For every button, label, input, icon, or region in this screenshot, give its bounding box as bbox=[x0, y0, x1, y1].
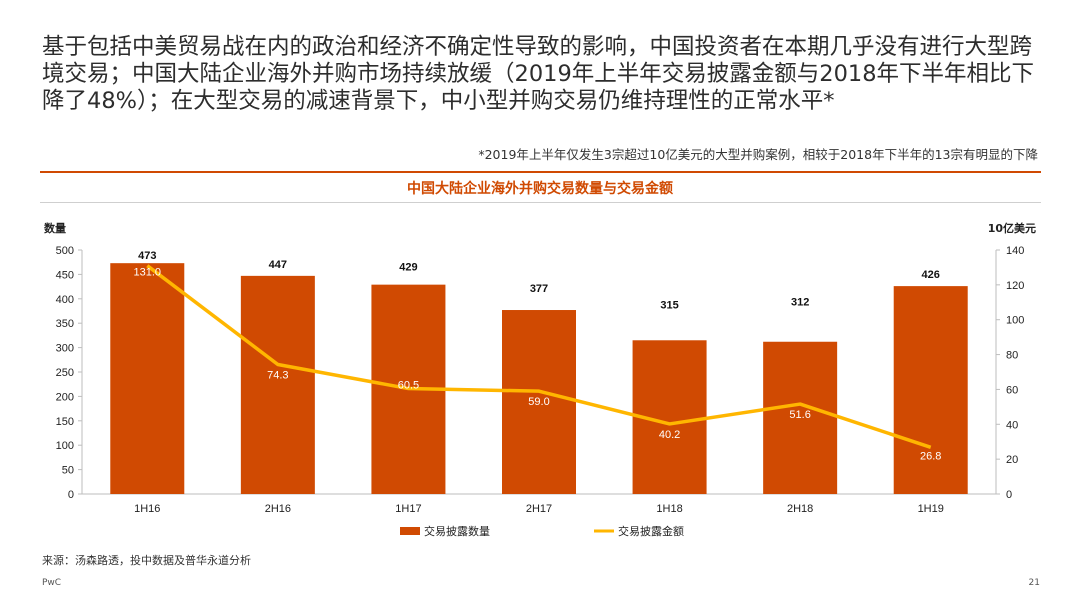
x-axis-tick-label: 2H16 bbox=[265, 503, 291, 515]
legend-swatch-bars bbox=[400, 527, 420, 535]
right-axis-tick-label: 100 bbox=[1006, 315, 1024, 327]
chart-title-divider bbox=[40, 202, 1041, 203]
left-axis-title: 数量 bbox=[44, 221, 66, 235]
bar-value-label: 312 bbox=[791, 297, 809, 309]
bar-value-label: 473 bbox=[138, 250, 156, 262]
right-axis-tick-label: 120 bbox=[1006, 280, 1024, 292]
bar bbox=[240, 275, 315, 494]
legend-label-bars: 交易披露数量 bbox=[424, 524, 490, 538]
bar bbox=[893, 286, 968, 494]
bar bbox=[110, 263, 185, 494]
page-number: 21 bbox=[1028, 578, 1040, 588]
line-value-label: 26.8 bbox=[920, 450, 941, 462]
line-value-label: 51.6 bbox=[789, 409, 810, 421]
left-axis-tick-label: 200 bbox=[56, 391, 74, 403]
bar-value-label: 377 bbox=[530, 283, 548, 295]
left-axis-tick-label: 300 bbox=[56, 343, 74, 355]
left-axis-tick-label: 350 bbox=[56, 318, 74, 330]
left-axis-tick-label: 450 bbox=[56, 269, 74, 281]
right-axis-tick-label: 80 bbox=[1006, 350, 1018, 362]
right-axis-tick-label: 0 bbox=[1006, 489, 1012, 501]
bar-value-label: 426 bbox=[922, 269, 940, 281]
left-axis-tick-label: 0 bbox=[68, 489, 74, 501]
left-axis-tick-label: 100 bbox=[56, 440, 74, 452]
x-axis-tick-label: 1H17 bbox=[395, 503, 421, 515]
x-axis-tick-label: 2H17 bbox=[526, 503, 552, 515]
x-axis-tick-label: 2H18 bbox=[787, 503, 813, 515]
footnote: *2019年上半年仅发生3宗超过10亿美元的大型并购案例，相较于2018年下半年… bbox=[478, 147, 1038, 162]
bar bbox=[763, 341, 838, 494]
bar-value-label: 447 bbox=[269, 259, 287, 271]
x-axis-tick-label: 1H16 bbox=[134, 503, 160, 515]
brand-label: PwC bbox=[42, 578, 62, 588]
bar-value-label: 315 bbox=[660, 299, 678, 311]
x-axis-tick-label: 1H19 bbox=[918, 503, 944, 515]
right-axis-title: 10亿美元 bbox=[988, 221, 1036, 235]
left-axis-tick-label: 50 bbox=[62, 465, 74, 477]
header-divider bbox=[40, 171, 1041, 173]
x-axis-tick-label: 1H18 bbox=[656, 503, 682, 515]
line-value-label: 74.3 bbox=[267, 370, 288, 382]
bar bbox=[502, 310, 576, 494]
left-axis-tick-label: 500 bbox=[56, 245, 74, 257]
right-axis-tick-label: 40 bbox=[1006, 419, 1018, 431]
legend-label-line: 交易披露金额 bbox=[618, 524, 684, 538]
source-note: 来源：汤森路透，投中数据及普华永道分析 bbox=[42, 554, 251, 567]
amount-series-line bbox=[146, 264, 932, 449]
right-axis-tick-label: 60 bbox=[1006, 384, 1018, 396]
line-value-label: 59.0 bbox=[528, 396, 549, 408]
line-value-label: 131.0 bbox=[134, 267, 162, 279]
right-axis-tick-label: 140 bbox=[1006, 245, 1024, 257]
left-axis-tick-label: 250 bbox=[56, 367, 74, 379]
left-axis-tick-label: 400 bbox=[56, 294, 74, 306]
line-value-label: 60.5 bbox=[398, 380, 419, 392]
bar-value-label: 429 bbox=[399, 262, 417, 274]
chart-title: 中国大陆企业海外并购交易数量与交易金额 bbox=[407, 181, 673, 197]
right-axis-tick-label: 20 bbox=[1006, 454, 1018, 466]
headline: 基于包括中美贸易战在内的政治和经济不确定性导致的影响，中国投资者在本期几乎没有进… bbox=[42, 34, 1035, 114]
line-value-label: 40.2 bbox=[659, 429, 680, 441]
left-axis-tick-label: 150 bbox=[56, 416, 74, 428]
